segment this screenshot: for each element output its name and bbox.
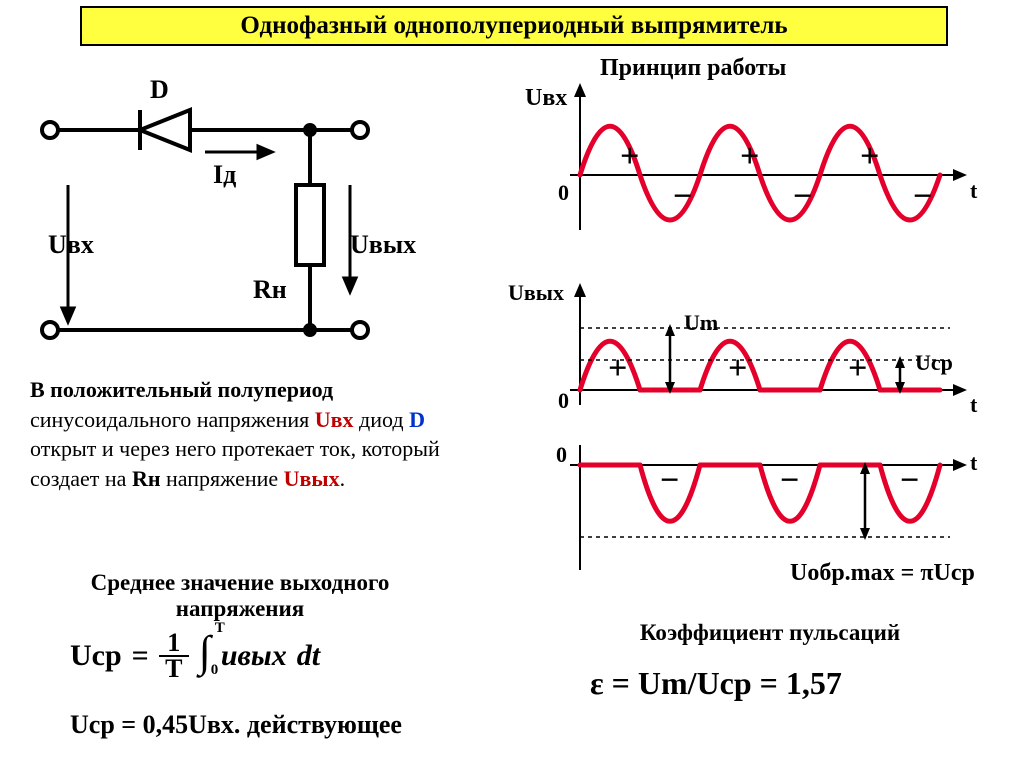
fEq: = — [132, 639, 149, 673]
graph2-ylabel: Uвых — [508, 280, 564, 306]
circuit-diagram — [20, 70, 460, 370]
g3-minus-1: − — [660, 462, 679, 500]
circuit-Id-label: Iд — [213, 160, 236, 190]
desc-uvyx: Uвых — [284, 466, 340, 491]
desc-line1: В положительный полупериод — [30, 377, 333, 402]
g1-plus-2: + — [740, 138, 759, 176]
g2-plus-1: + — [608, 350, 627, 388]
desc-D: D — [409, 407, 425, 432]
circuit-Rn-label: Rн — [253, 275, 287, 305]
pulsation-formula: ε = Um/Uср = 1,57 — [590, 665, 842, 702]
principle-heading: Принцип работы — [600, 55, 786, 82]
graph-input — [520, 80, 1000, 240]
g3-minus-2: − — [780, 462, 799, 500]
g1-minus-3: − — [913, 178, 932, 216]
graph2-Ucp: Uср — [915, 350, 953, 376]
title-bar: Однофазный однополупериодный выпрямитель — [80, 6, 948, 46]
page-title: Однофазный однополупериодный выпрямитель — [240, 12, 787, 40]
graph3-t: t — [970, 450, 977, 476]
desc-l3a: диод — [359, 407, 409, 432]
desc-uvx: Uвх — [315, 407, 354, 432]
desc-l4a: напряжение — [166, 466, 284, 491]
graph1-zero: 0 — [558, 180, 569, 206]
graph2-t: t — [970, 392, 977, 418]
description-block: В положительный полупериод синусоидально… — [30, 375, 470, 494]
graph3-formula: Uобр.max = πUср — [790, 560, 975, 587]
graph2-zero: 0 — [558, 388, 569, 414]
graph1-t: t — [970, 178, 977, 204]
desc-line2: синусоидального напряжения — [30, 407, 315, 432]
g1-plus-3: + — [860, 138, 879, 176]
pulsation-caption: Коэффициент пульсаций — [590, 620, 950, 646]
fDt: dt — [297, 639, 320, 673]
formula-045: Uср = 0,45Uвх. действующее — [70, 710, 402, 740]
fOne: 1 — [167, 631, 180, 654]
fT: T — [165, 657, 182, 680]
circuit-Uvyx-label: Uвых — [350, 230, 416, 260]
fLo: 0 — [211, 662, 219, 679]
g3-minus-3: − — [900, 462, 919, 500]
fInt: ∫ — [199, 627, 211, 676]
graph1-ylabel: Uвх — [525, 85, 567, 112]
mean-caption: Среднее значение выходного напряжения — [60, 570, 420, 622]
graph3-zero: 0 — [556, 442, 567, 468]
circuit-D-label: D — [150, 75, 169, 105]
fIntegrand: uвых — [221, 639, 287, 673]
g1-minus-1: − — [673, 178, 692, 216]
desc-Rn: Rн — [132, 466, 161, 491]
circuit-Uvx-label: Uвх — [48, 230, 94, 260]
desc-period: . — [340, 466, 346, 491]
fUcp: Uср — [70, 639, 122, 673]
g2-plus-2: + — [728, 350, 747, 388]
g2-plus-3: + — [848, 350, 867, 388]
graph2-Um: Um — [684, 310, 718, 336]
g1-minus-2: − — [793, 178, 812, 216]
fHi: T — [215, 620, 225, 637]
formula-integral: Uср = 1 T ∫ T 0 uвыхdt — [70, 630, 320, 681]
g1-plus-1: + — [620, 138, 639, 176]
